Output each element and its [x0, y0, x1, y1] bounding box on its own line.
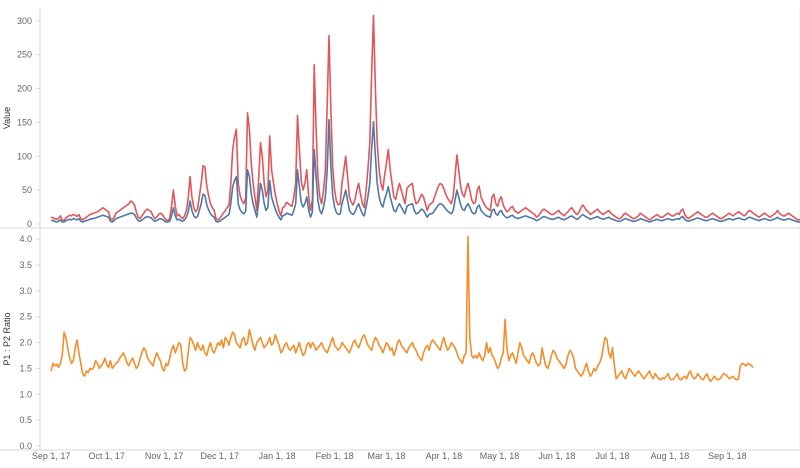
y-axis-title: Value	[2, 107, 12, 129]
x-tick-label: Mar 1, 18	[367, 451, 405, 461]
x-tick-label: Nov 1, 17	[145, 451, 184, 461]
y-tick-label: 200	[17, 84, 32, 94]
x-tick-label: Dec 1, 17	[200, 451, 239, 461]
x-tick-label: Sep 1, 18	[708, 451, 747, 461]
x-tick-label: Feb 1, 18	[316, 451, 354, 461]
series-line-2-1	[50, 235, 754, 383]
y-axis-title: P1 : P2 Ratio	[2, 312, 12, 365]
y-tick-label: 2.0	[19, 338, 32, 348]
x-tick-label: Jan 1, 18	[259, 451, 296, 461]
y-tick-label: 50	[22, 185, 32, 195]
x-tick-label: Jul 1, 18	[595, 451, 629, 461]
series-line-1-1	[50, 14, 800, 222]
y-tick-label: 3.0	[19, 286, 32, 296]
x-tick-label: May 1, 18	[480, 451, 520, 461]
x-axis: Sep 1, 17 Oct 1, 17 Nov 1, 17 Dec 1, 17 Jan …	[32, 450, 747, 461]
bottom-panel: 0.0 0.5 1.0 1.5 2.0 2.5 3.0 3.5 4.0 P1 : P2 Ratio	[0, 228, 800, 451]
x-tick-label: Sep 1, 17	[32, 451, 71, 461]
y-tick-label: 2.5	[19, 312, 32, 322]
x-tick-label: Aug 1, 18	[651, 451, 690, 461]
top-panel: 0 50 100 150 200 250 300 Value	[0, 8, 800, 229]
x-tick-label: Oct 1, 17	[88, 451, 125, 461]
y-tick-label: 300	[17, 16, 32, 26]
y-tick-label: 0.5	[19, 415, 32, 425]
y-tick-label: 150	[17, 117, 32, 127]
y-tick-label: 1.0	[19, 389, 32, 399]
y-tick-label: 250	[17, 50, 32, 60]
y-tick-label: 100	[17, 151, 32, 161]
y-tick-label: 0	[27, 219, 32, 229]
y-tick-label: 4.0	[19, 234, 32, 244]
x-tick-label: Jun 1, 18	[538, 451, 575, 461]
y-tick-label: 0.0	[19, 441, 32, 451]
y-tick-label: 1.5	[19, 363, 32, 373]
x-tick-label: Apr 1, 18	[426, 451, 463, 461]
y-tick-label: 3.5	[19, 260, 32, 270]
series-line-1-2	[51, 118, 800, 223]
